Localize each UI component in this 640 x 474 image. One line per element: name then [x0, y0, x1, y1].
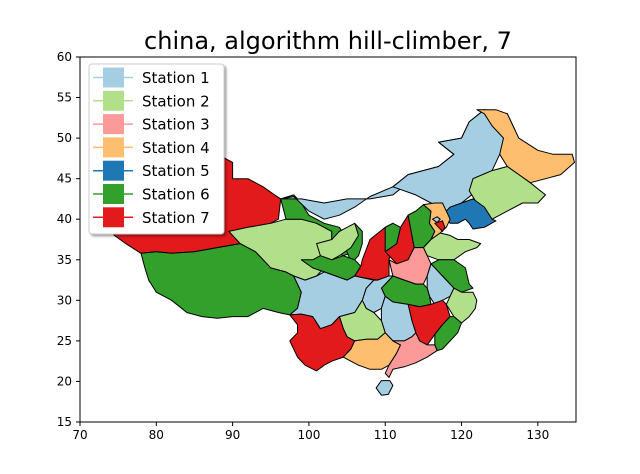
legend-entry-5: Station 5	[93, 160, 210, 181]
region-9-station-5	[442, 198, 497, 230]
region-13-station-7	[354, 222, 394, 281]
plot-frame	[79, 56, 577, 423]
y-tick-label: 25	[57, 334, 72, 348]
chart-title: china, algorithm hill-climber, 7	[144, 27, 512, 55]
legend-swatch	[103, 137, 124, 158]
x-tick-label: 120	[450, 428, 473, 442]
legend-entry-4: Station 4	[93, 137, 210, 158]
x-tick-label: 70	[72, 428, 87, 442]
legend-label: Station 5	[142, 162, 210, 180]
y-axis: 15 20 25 30 35 40 45 50 55 60	[57, 50, 80, 429]
legend-label: Station 4	[142, 139, 210, 157]
region-15-station-6	[384, 222, 401, 253]
legend-items: Station 1 Station 2 Station 3 Station 4 Stat…	[93, 67, 210, 228]
y-tick-label: 45	[57, 172, 72, 186]
region-34-station-3	[384, 332, 438, 378]
legend-swatch	[103, 184, 124, 204]
x-tick-label: 90	[225, 428, 240, 442]
region-25-station-2	[445, 287, 478, 324]
legend: Station 1 Station 2 Station 3 Station 4 Stat…	[88, 63, 225, 235]
x-axis: 70 80 90 100 110 120 130	[72, 422, 549, 442]
region-35-station-1	[375, 380, 394, 396]
y-tick-label: 15	[57, 415, 72, 429]
legend-swatch	[103, 114, 124, 135]
legend-label: Station 7	[142, 209, 210, 227]
legend-entry-6: Station 6	[93, 184, 210, 204]
x-tick-label: 110	[374, 428, 397, 442]
region-7-station-4	[476, 109, 575, 184]
legend-entry-3: Station 3	[93, 114, 210, 135]
y-tick-label: 30	[57, 293, 72, 307]
legend-label: Station 1	[142, 69, 210, 87]
legend-swatch	[103, 67, 124, 88]
legend-swatch	[103, 207, 124, 228]
region-18-station-7	[434, 220, 446, 232]
y-tick-label: 35	[57, 253, 72, 267]
map-regions	[106, 109, 575, 396]
y-tick-label: 50	[57, 131, 72, 145]
y-tick-label: 60	[57, 50, 72, 64]
legend-swatch	[103, 90, 124, 111]
x-tick-label: 80	[149, 428, 164, 442]
y-tick-label: 55	[57, 91, 72, 105]
legend-label: Station 3	[142, 116, 210, 134]
legend-swatch	[103, 160, 124, 181]
y-tick-label: 20	[57, 374, 72, 388]
region-19-station-1	[432, 216, 441, 223]
y-tick-label: 40	[57, 212, 72, 226]
x-tick-label: 100	[297, 428, 320, 442]
legend-entry-2: Station 2	[93, 90, 210, 111]
legend-label: Station 2	[142, 92, 210, 110]
x-tick-label: 130	[526, 428, 549, 442]
legend-entry-1: Station 1	[93, 67, 210, 88]
legend-label: Station 6	[142, 186, 210, 204]
legend-entry-7: Station 7	[93, 207, 210, 228]
